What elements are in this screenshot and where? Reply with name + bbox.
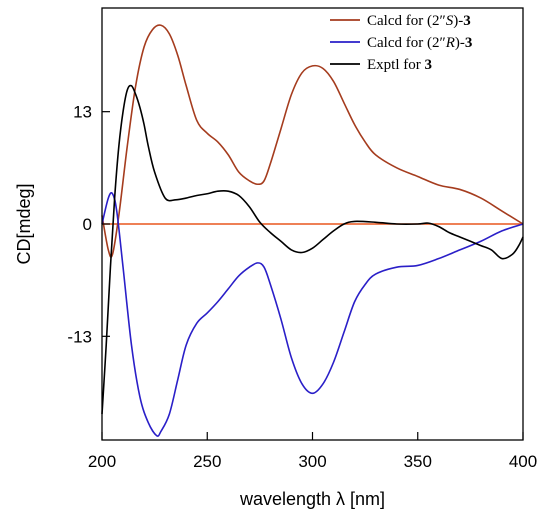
series-line-1 (101, 24, 524, 258)
legend-entry-2: Calcd for (2″R)-3 (367, 35, 472, 51)
legend-entry-1: Calcd for (2″S)-3 (367, 13, 471, 29)
y-axis-label: CD[mdeg] (14, 183, 34, 264)
x-tick-label: 250 (193, 452, 221, 471)
x-tick-label: 350 (404, 452, 432, 471)
legend: Calcd for (2″S)-3 Calcd for (2″R)-3 Exptl … (330, 13, 472, 73)
legend-entry-3: Exptl for 3 (367, 57, 432, 73)
x-tick-label: 300 (298, 452, 326, 471)
y-tick-label: 13 (73, 103, 92, 122)
y-tick-label: 0 (83, 215, 92, 234)
x-tick-label: 200 (88, 452, 116, 471)
series-layer (101, 24, 524, 437)
y-tick-label: -13 (67, 327, 92, 346)
ticks-layer: 200 250 300 350 400 -13 0 13 (67, 103, 537, 471)
x-tick-label: 400 (509, 452, 537, 471)
series-line-3 (101, 84, 524, 415)
series-line-2 (101, 192, 524, 437)
x-axis-label: wavelength λ [nm] (239, 489, 385, 509)
